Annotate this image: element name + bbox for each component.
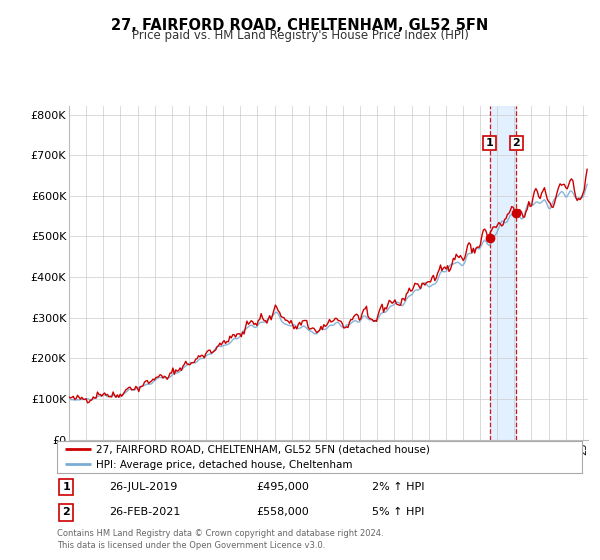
Text: 27, FAIRFORD ROAD, CHELTENHAM, GL52 5FN: 27, FAIRFORD ROAD, CHELTENHAM, GL52 5FN (112, 18, 488, 33)
Text: 5% ↑ HPI: 5% ↑ HPI (372, 507, 424, 517)
Text: 2% ↑ HPI: 2% ↑ HPI (372, 482, 425, 492)
Text: HPI: Average price, detached house, Cheltenham: HPI: Average price, detached house, Chel… (97, 460, 353, 470)
Text: Price paid vs. HM Land Registry's House Price Index (HPI): Price paid vs. HM Land Registry's House … (131, 29, 469, 42)
Text: £495,000: £495,000 (257, 482, 310, 492)
Text: 1: 1 (62, 482, 70, 492)
Text: £558,000: £558,000 (257, 507, 309, 517)
Text: 26-FEB-2021: 26-FEB-2021 (110, 507, 181, 517)
Text: 26-JUL-2019: 26-JUL-2019 (110, 482, 178, 492)
Text: 1: 1 (485, 138, 493, 148)
Bar (490, 106, 517, 440)
Text: 2: 2 (62, 507, 70, 517)
Text: 2: 2 (512, 138, 520, 148)
Bar (574, 106, 588, 440)
Text: Contains HM Land Registry data © Crown copyright and database right 2024.
This d: Contains HM Land Registry data © Crown c… (57, 529, 383, 550)
Text: 27, FAIRFORD ROAD, CHELTENHAM, GL52 5FN (detached house): 27, FAIRFORD ROAD, CHELTENHAM, GL52 5FN … (97, 445, 430, 455)
